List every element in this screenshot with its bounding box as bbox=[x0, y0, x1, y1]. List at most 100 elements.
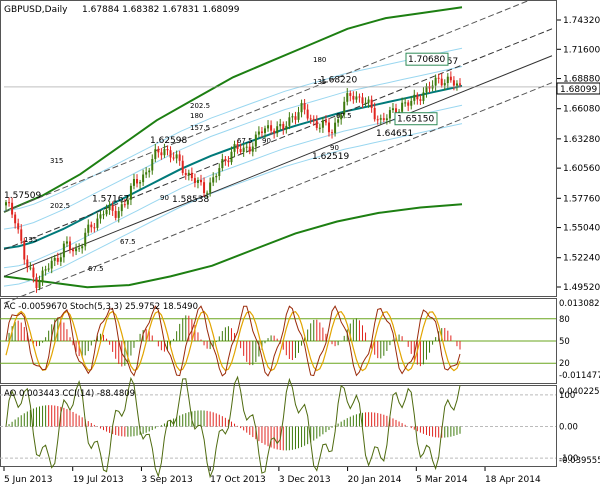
inner-band bbox=[3, 104, 463, 269]
candle-body bbox=[367, 99, 370, 103]
price-tick-label: 1.52240 bbox=[563, 254, 600, 264]
stoch-axis-label: -0.011477 bbox=[559, 371, 600, 381]
inner-band bbox=[3, 123, 463, 287]
stoch-axis-label: 20 bbox=[559, 359, 570, 369]
price-tick-label: 1.74320 bbox=[563, 16, 600, 26]
cci-line bbox=[5, 375, 461, 479]
candle-body bbox=[196, 179, 199, 183]
fib-level-label: 135 bbox=[313, 78, 326, 86]
candle-body bbox=[169, 150, 172, 158]
candle-body bbox=[294, 116, 297, 120]
fib-level-label: 90 bbox=[262, 137, 271, 145]
candle-body bbox=[331, 132, 334, 134]
candle-body bbox=[193, 178, 196, 183]
time-tick-label: 19 Jul 2013 bbox=[73, 475, 124, 485]
candle-body bbox=[14, 214, 17, 224]
candle-body bbox=[200, 179, 203, 183]
candle-body bbox=[355, 96, 358, 100]
candle-body bbox=[260, 131, 263, 133]
channel-line bbox=[3, 28, 553, 250]
candle-body bbox=[203, 182, 206, 194]
candle-body bbox=[38, 281, 41, 288]
candles-layer bbox=[4, 71, 556, 293]
candle-body bbox=[327, 122, 330, 133]
time-tick-label: 3 Dec 2013 bbox=[279, 475, 331, 485]
price-level-label: 1.62598 bbox=[150, 136, 187, 146]
time-tick-label: 18 Apr 2014 bbox=[485, 475, 541, 485]
candle-body bbox=[145, 172, 148, 175]
boxed-level-label: 1.65150 bbox=[397, 115, 434, 125]
candle-body bbox=[102, 214, 105, 216]
price-tick-label: 1.60560 bbox=[563, 164, 600, 174]
candle-body bbox=[257, 131, 260, 135]
time-tick-label: 5 Jun 2013 bbox=[4, 475, 52, 485]
candle-body bbox=[65, 241, 68, 244]
candle-body bbox=[370, 99, 373, 108]
candle-body bbox=[5, 202, 7, 206]
candle-body bbox=[452, 80, 455, 86]
current-price-box bbox=[556, 82, 600, 95]
fib-level-label: 67.5 bbox=[88, 265, 104, 273]
candle-body bbox=[93, 227, 96, 229]
candle-body bbox=[373, 107, 376, 120]
candle-body bbox=[303, 103, 306, 110]
candle-body bbox=[242, 147, 245, 152]
boxed-level-frame bbox=[405, 52, 449, 66]
fib-level-label: 180 bbox=[190, 112, 203, 120]
candle-body bbox=[321, 120, 324, 128]
candle-body bbox=[90, 224, 93, 228]
candle-body bbox=[108, 204, 111, 210]
candle-body bbox=[346, 93, 349, 102]
price-level-label: 1.68220 bbox=[320, 76, 357, 86]
candle-body bbox=[218, 168, 221, 177]
candle-body bbox=[114, 210, 117, 218]
candle-body bbox=[395, 108, 398, 115]
price-tick-label: 1.63280 bbox=[563, 135, 600, 145]
candle-body bbox=[428, 86, 431, 89]
candle-body bbox=[401, 102, 404, 112]
candle-body bbox=[291, 116, 294, 118]
level-labels-layer: 1.57509 1.57167 1.62598 1.58538 1.62519 1.682… bbox=[4, 52, 458, 273]
candle-body bbox=[32, 267, 35, 278]
candle-body bbox=[154, 149, 157, 160]
candle-body bbox=[422, 92, 425, 101]
fib-level-label: 157.5 bbox=[190, 124, 210, 132]
candle-body bbox=[385, 118, 388, 120]
price-level-label: 1.62519 bbox=[312, 152, 349, 162]
moving-average bbox=[3, 84, 463, 250]
candle-body bbox=[41, 270, 44, 282]
channel-line bbox=[3, 55, 553, 277]
candle-body bbox=[443, 83, 446, 86]
candle-body bbox=[410, 100, 413, 106]
candle-body bbox=[340, 114, 343, 120]
price-level-label: 1.57509 bbox=[4, 191, 41, 201]
candle-body bbox=[455, 83, 458, 86]
candle-body bbox=[282, 123, 285, 130]
candle-body bbox=[376, 119, 379, 121]
stoch-panel-title: AC -0.0059670 Stoch(5,3,3) 25.9752 18.54… bbox=[4, 302, 198, 312]
fib-level-label: 90 bbox=[160, 194, 169, 202]
candle-body bbox=[209, 182, 212, 193]
candle-body bbox=[352, 95, 355, 100]
candle-body bbox=[449, 76, 452, 81]
candle-body bbox=[212, 177, 215, 183]
candle-body bbox=[248, 146, 251, 152]
candle-body bbox=[300, 103, 303, 113]
inner-band bbox=[3, 47, 463, 212]
candle-body bbox=[120, 204, 123, 212]
candle-body bbox=[324, 120, 327, 123]
candle-body bbox=[126, 199, 129, 205]
candle-body bbox=[8, 202, 11, 204]
candle-body bbox=[312, 118, 315, 121]
candle-body bbox=[267, 125, 270, 129]
ohlc-title: 1.67884 1.68382 1.67831 1.68099 bbox=[82, 5, 240, 15]
fib-level-label: 315 bbox=[50, 157, 63, 165]
candle-body bbox=[53, 258, 56, 261]
candle-body bbox=[245, 146, 248, 148]
candle-body bbox=[315, 120, 318, 128]
bands-layer bbox=[3, 6, 463, 289]
price-tick-label: 1.57760 bbox=[563, 194, 600, 204]
candle-body bbox=[20, 229, 23, 241]
cci-axis-label: -100 bbox=[559, 454, 578, 464]
